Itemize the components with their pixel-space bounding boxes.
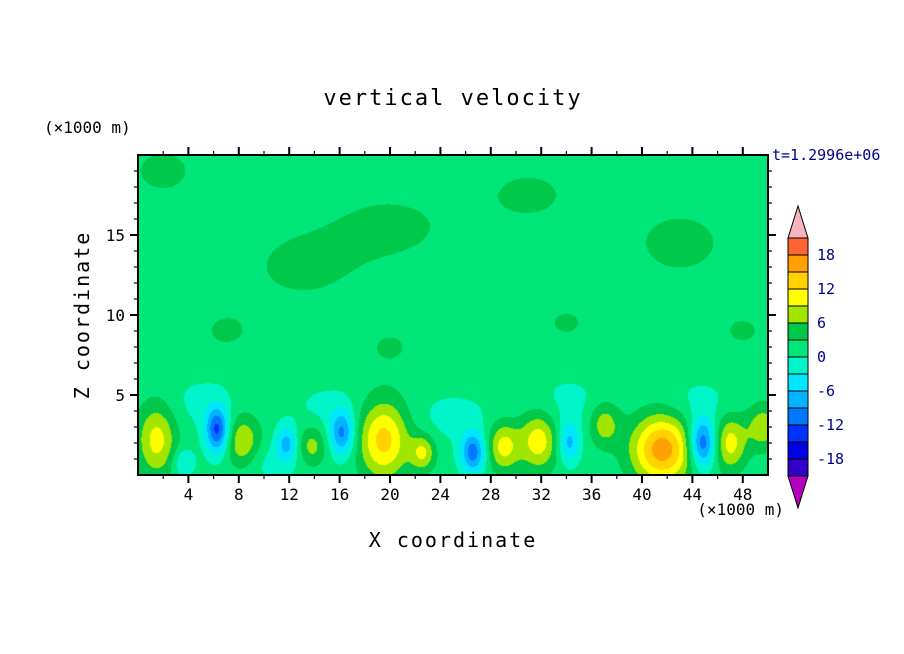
x-tick-label: 8	[234, 485, 244, 504]
x-tick-label: 32	[532, 485, 551, 504]
y-tick-label: 10	[106, 306, 125, 325]
x-tick-label: 12	[280, 485, 299, 504]
colorbar-tick-label: 18	[817, 246, 835, 264]
colorbar-band	[787, 458, 809, 477]
colorbar-tick-label: -6	[817, 382, 835, 400]
y-axis-unit-label: (×1000 m)	[44, 118, 131, 137]
colorbar-over-arrow	[787, 204, 809, 239]
colorbar-band	[787, 407, 809, 426]
x-tick-label: 16	[330, 485, 349, 504]
y-tick-label: 5	[115, 386, 125, 405]
x-tick-label: 20	[380, 485, 399, 504]
colorbar-tick-label: -18	[817, 450, 844, 468]
colorbar-tick-label: 12	[817, 280, 835, 298]
x-axis-unit-label: (×1000 m)	[697, 500, 784, 519]
colorbar-band	[787, 288, 809, 307]
colorbar-band	[787, 271, 809, 290]
time-label: t=1.2996e+06	[772, 146, 881, 164]
contour-field-canvas	[138, 155, 768, 475]
colorbar-band	[787, 339, 809, 358]
colorbar-band	[787, 356, 809, 375]
x-tick-label: 28	[481, 485, 500, 504]
x-tick-label: 24	[431, 485, 450, 504]
x-axis-title: X coordinate	[368, 528, 538, 552]
colorbar-band	[787, 237, 809, 256]
colorbar-band	[787, 254, 809, 273]
colorbar-tick-label: 6	[817, 314, 826, 332]
x-tick-label: 4	[184, 485, 194, 504]
y-axis-title: Z coordinate	[70, 230, 94, 400]
colorbar-band	[787, 390, 809, 409]
colorbar-tick-label: -12	[817, 416, 844, 434]
x-tick-label: 36	[582, 485, 601, 504]
colorbar-band	[787, 373, 809, 392]
chart-title: vertical velocity	[323, 86, 583, 111]
y-tick-label: 15	[106, 226, 125, 245]
colorbar-band	[787, 305, 809, 324]
colorbar-band	[787, 441, 809, 460]
colorbar-tick-label: 0	[817, 348, 826, 366]
colorbar-band	[787, 424, 809, 443]
colorbar-band	[787, 322, 809, 341]
colorbar-under-arrow	[787, 475, 809, 510]
